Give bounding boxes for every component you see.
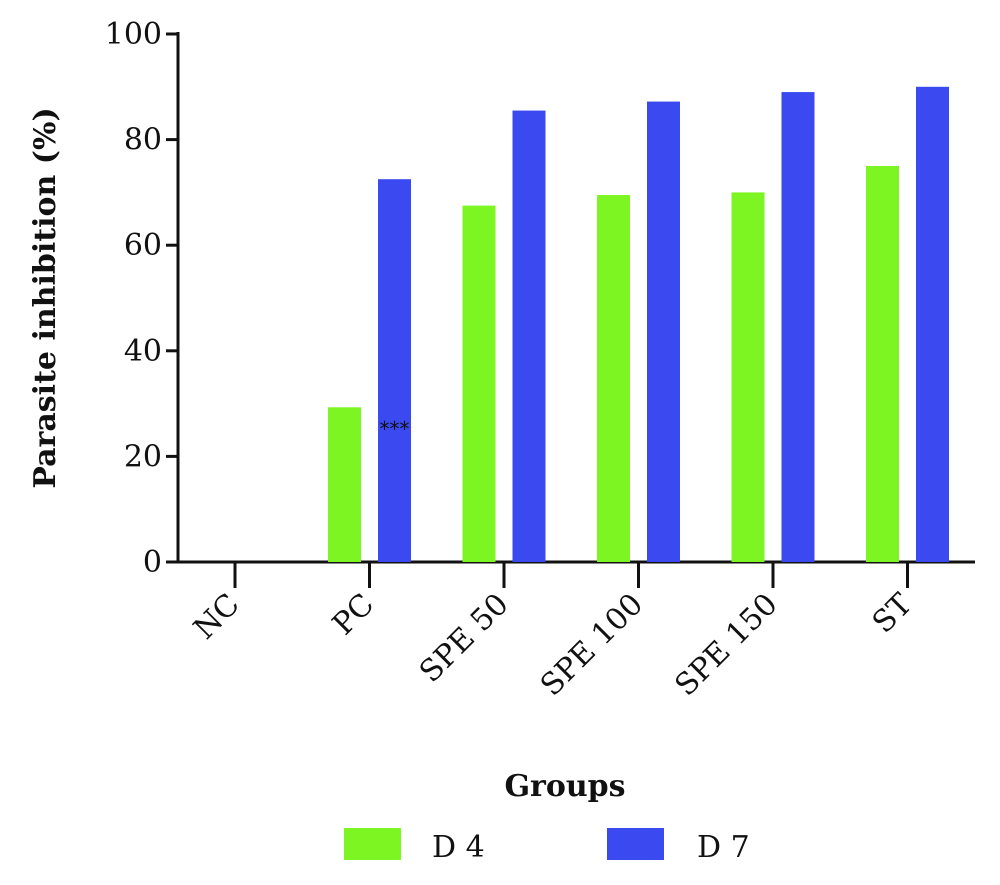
y-axis: 0 20 40 60 80 100	[105, 17, 180, 580]
bar	[512, 110, 546, 562]
x-tick-label: NC	[187, 587, 247, 647]
bar	[462, 205, 496, 562]
legend-swatch	[607, 828, 664, 860]
legend: D 4 D 7	[344, 828, 750, 865]
bar	[781, 92, 815, 562]
bar	[378, 179, 411, 562]
bar	[328, 407, 361, 562]
bar	[597, 195, 630, 563]
legend-swatch	[344, 828, 401, 860]
bar	[731, 192, 765, 562]
legend-label: D 7	[697, 830, 750, 865]
y-tick-label: 80	[124, 123, 162, 158]
significance-annotation: ***	[380, 417, 410, 441]
y-tick-label: 60	[124, 228, 162, 263]
legend-label: D 4	[432, 830, 485, 865]
x-tick-label: PC	[326, 587, 381, 642]
bar	[916, 86, 949, 563]
x-tick-label: SPE 150	[668, 587, 784, 703]
bars	[328, 86, 949, 563]
x-axis: NC PC SPE 50 SPE 100 SPE 150 ST	[178, 560, 975, 703]
y-tick-label: 0	[143, 545, 162, 580]
y-tick-label: 40	[124, 334, 162, 369]
x-tick-label: ST	[866, 587, 919, 640]
y-tick-label: 100	[105, 17, 162, 52]
y-axis-title: Parasite inhibition (%)	[28, 107, 63, 488]
annotations: ***	[380, 417, 410, 441]
x-tick-label: SPE 100	[534, 587, 650, 703]
bar	[647, 101, 680, 563]
x-axis-title: Groups	[504, 769, 625, 804]
bar	[866, 166, 899, 562]
y-tick-label: 20	[124, 439, 162, 474]
x-tick-label: SPE 50	[413, 587, 516, 690]
